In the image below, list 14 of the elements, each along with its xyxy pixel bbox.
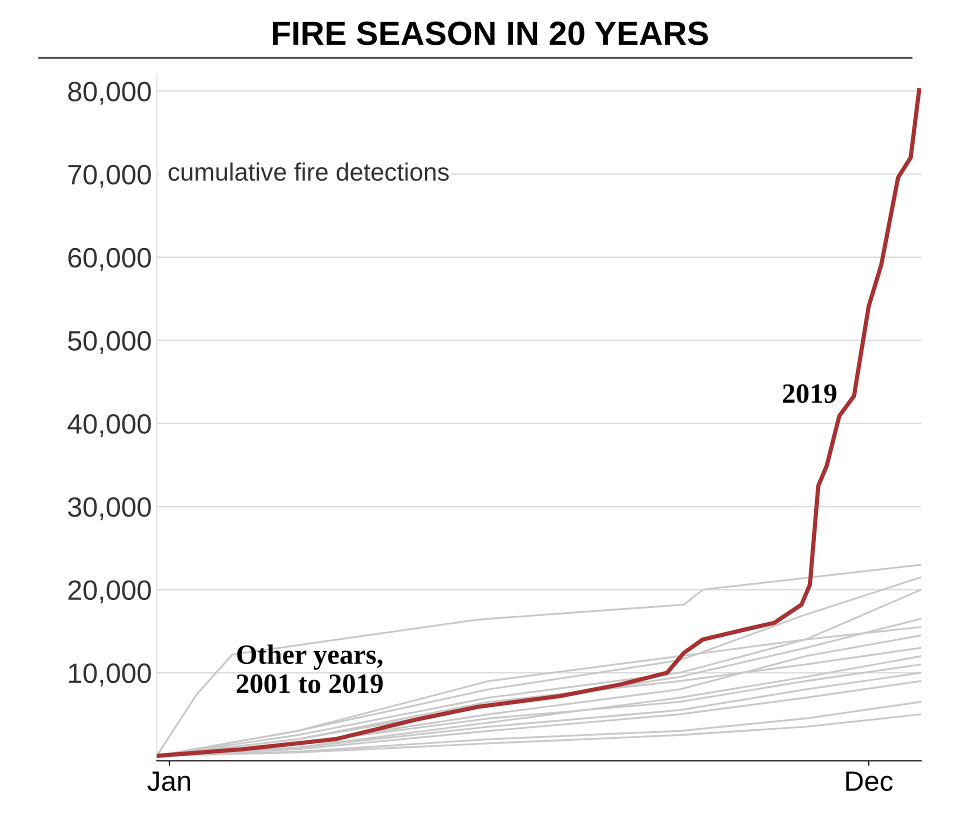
y-tick-label: 40,000 bbox=[68, 414, 151, 438]
y-tick-label: 10,000 bbox=[69, 663, 151, 686]
y-tick-label: 70,000 bbox=[68, 164, 151, 188]
chart-title: FIRE SEASON IN 20 YEARS bbox=[273, 22, 708, 46]
y-tick-label: 30,000 bbox=[68, 497, 151, 520]
y-tick-label: 60,000 bbox=[68, 248, 151, 271]
series-label: 2019 bbox=[782, 384, 836, 403]
x-tick-label: Jan bbox=[147, 772, 190, 791]
y-tick-label: 80,000 bbox=[68, 82, 151, 105]
y-axis-title: cumulative fire detections bbox=[168, 162, 449, 181]
x-tick-label: Dec bbox=[846, 772, 893, 791]
y-tick-label: 50,000 bbox=[68, 331, 151, 354]
y-tick-label: 20,000 bbox=[68, 580, 151, 604]
annotation: Other years, 2001 to 2019 bbox=[236, 644, 383, 694]
